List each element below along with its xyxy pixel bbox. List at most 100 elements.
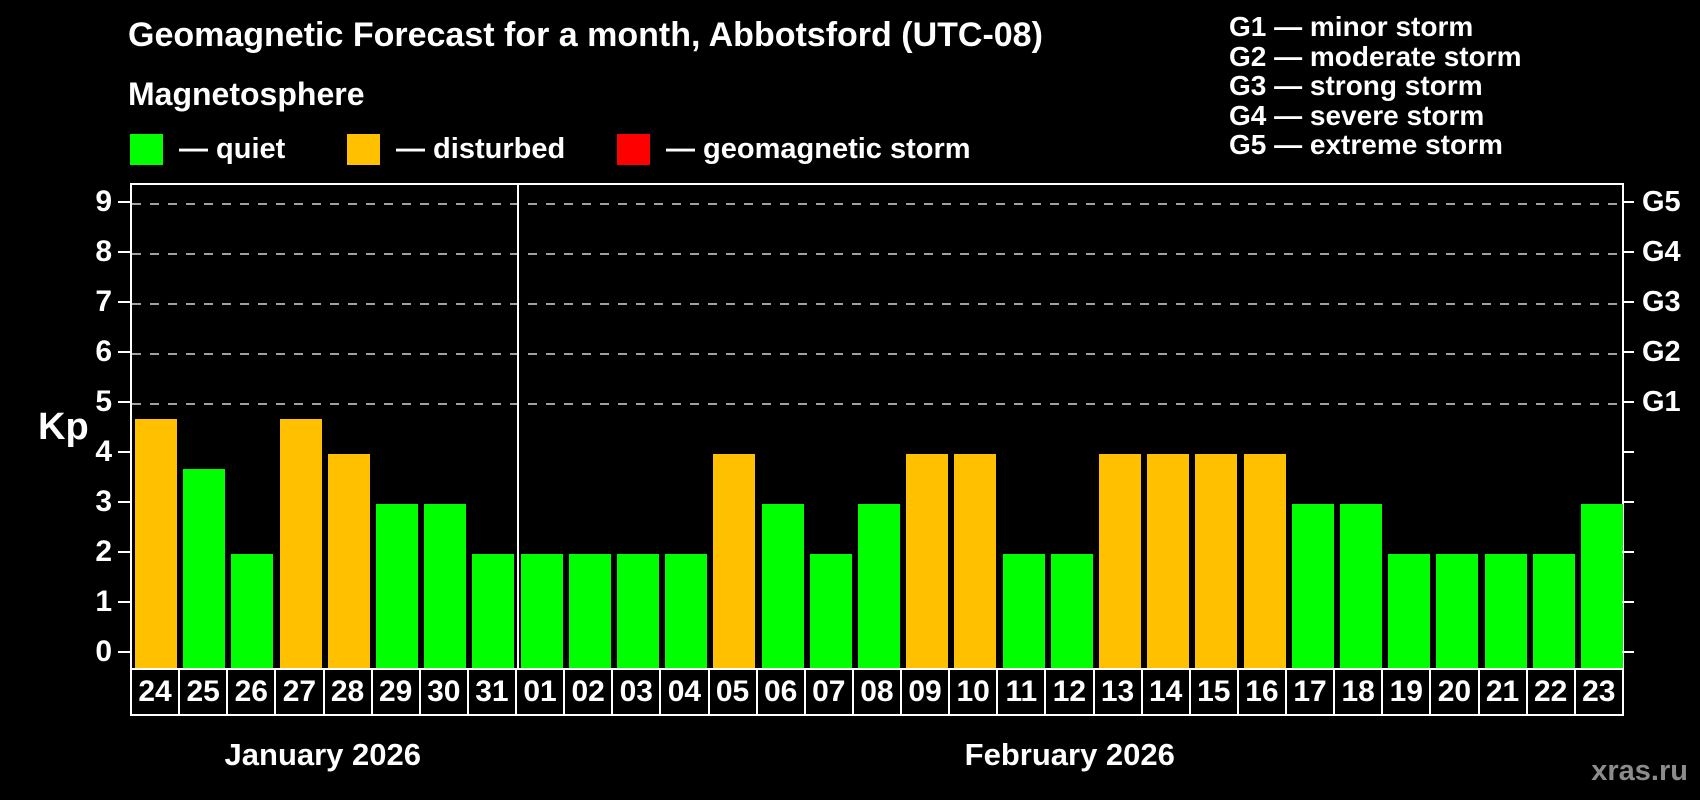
bar-day-08 — [858, 503, 900, 668]
y-tick-label-6: 6 — [95, 335, 112, 369]
day-label-cell-24: 24 — [130, 668, 181, 716]
y-tick-label-3: 3 — [95, 484, 112, 518]
day-label-cell-01: 01 — [515, 668, 566, 716]
day-label-cell-25: 25 — [178, 668, 229, 716]
bar-day-10 — [954, 453, 997, 668]
day-label-cell-20: 20 — [1429, 668, 1480, 716]
month-separator-line — [516, 185, 519, 668]
g-legend-line-3: G3 — strong storm — [1229, 70, 1483, 102]
bar-day-04 — [665, 553, 708, 668]
bar-day-16 — [1243, 453, 1286, 668]
y-tick-5 — [118, 401, 130, 404]
day-label-cell-04: 04 — [659, 668, 710, 716]
bar-day-09 — [906, 453, 949, 668]
right-tick-6 — [1622, 351, 1634, 354]
right-tick-9 — [1622, 201, 1634, 204]
bar-day-12 — [1050, 553, 1093, 668]
y-tick-4 — [118, 450, 130, 453]
day-label-cell-30: 30 — [418, 668, 469, 716]
y-tick-label-9: 9 — [95, 185, 112, 219]
bar-day-30 — [424, 503, 467, 668]
bar-day-25 — [183, 468, 226, 668]
day-label-cell-23: 23 — [1573, 668, 1624, 716]
day-label-cell-26: 26 — [226, 668, 277, 716]
y-tick-label-4: 4 — [95, 434, 112, 468]
month-label-0: January 2026 — [224, 737, 422, 772]
bar-day-01 — [520, 553, 563, 668]
day-label-cell-05: 05 — [707, 668, 758, 716]
y-tick-label-5: 5 — [95, 385, 112, 419]
bar-day-19 — [1388, 553, 1431, 668]
bar-day-23 — [1580, 503, 1623, 668]
right-tick-1 — [1622, 600, 1634, 603]
day-label-cell-13: 13 — [1092, 668, 1143, 716]
right-tick-2 — [1622, 550, 1634, 553]
day-label-cell-06: 06 — [755, 668, 806, 716]
bar-day-14 — [1147, 453, 1190, 668]
bar-day-29 — [376, 503, 419, 668]
bar-day-03 — [617, 553, 660, 668]
month-label-1: February 2026 — [964, 737, 1175, 772]
bar-day-20 — [1436, 553, 1479, 668]
day-label-cell-21: 21 — [1477, 668, 1528, 716]
y-tick-label-2: 2 — [95, 534, 112, 568]
bar-day-11 — [1002, 553, 1045, 668]
watermark: xras.ru — [1591, 755, 1688, 787]
right-tick-8 — [1622, 251, 1634, 254]
day-label-cell-15: 15 — [1188, 668, 1239, 716]
gridline-kp5 — [132, 403, 1622, 406]
legend-label-disturbed: — disturbed — [396, 133, 566, 165]
y-tick-label-0: 0 — [95, 634, 112, 668]
day-label-cell-31: 31 — [466, 668, 517, 716]
y-tick-1 — [118, 600, 130, 603]
day-label-cell-12: 12 — [1044, 668, 1095, 716]
right-tick-0 — [1622, 650, 1634, 653]
legend-label-quiet: — quiet — [179, 133, 286, 165]
day-label-cell-19: 19 — [1381, 668, 1432, 716]
gridline-kp6 — [132, 353, 1622, 356]
day-label-cell-29: 29 — [370, 668, 421, 716]
g-legend-line-5: G5 — extreme storm — [1229, 129, 1503, 161]
g-level-label-G3: G3 — [1642, 286, 1681, 319]
y-tick-2 — [118, 550, 130, 553]
bar-day-15 — [1195, 453, 1238, 668]
day-label-cell-09: 09 — [900, 668, 951, 716]
day-label-cell-08: 08 — [851, 668, 902, 716]
day-label-cell-28: 28 — [322, 668, 373, 716]
y-tick-label-1: 1 — [95, 584, 112, 618]
page-title: Geomagnetic Forecast for a month, Abbots… — [128, 16, 1043, 54]
right-tick-4 — [1622, 450, 1634, 453]
g-level-label-G1: G1 — [1642, 386, 1681, 419]
bar-day-24 — [135, 419, 178, 668]
bar-day-13 — [1098, 453, 1141, 668]
right-tick-7 — [1622, 301, 1634, 304]
day-label-cell-10: 10 — [948, 668, 999, 716]
bar-day-31 — [472, 553, 515, 668]
bar-day-27 — [279, 419, 322, 668]
bar-day-06 — [761, 503, 804, 668]
day-label-cell-03: 03 — [611, 668, 662, 716]
day-labels-row: 24 25 26 27 28 29 30 31 01 02 03 04 05 06 07 08 09 10 11 12… — [130, 668, 1624, 716]
disturbed-swatch — [347, 134, 380, 165]
day-label-cell-17: 17 — [1285, 668, 1336, 716]
y-tick-3 — [118, 500, 130, 503]
bar-day-02 — [568, 553, 611, 668]
plot-area — [130, 183, 1624, 668]
bar-day-07 — [809, 553, 852, 668]
y-tick-6 — [118, 351, 130, 354]
y-axis-title: Kp — [38, 406, 89, 448]
gridline-kp9 — [132, 203, 1622, 206]
legend-item-storm: — geomagnetic storm — [617, 133, 971, 166]
day-label-cell-11: 11 — [996, 668, 1047, 716]
y-tick-8 — [118, 251, 130, 254]
legend-item-disturbed: — disturbed — [347, 133, 565, 166]
gridline-kp8 — [132, 253, 1622, 256]
y-tick-7 — [118, 301, 130, 304]
chart-subtitle: Magnetosphere — [128, 76, 365, 112]
g-level-label-G5: G5 — [1642, 186, 1681, 219]
bar-day-17 — [1291, 503, 1334, 668]
bar-day-26 — [231, 553, 274, 668]
g-scale-legend: G1 — minor storm G2 — moderate storm G3 — … — [1229, 12, 1522, 160]
y-tick-0 — [118, 650, 130, 653]
bar-day-22 — [1532, 553, 1575, 668]
